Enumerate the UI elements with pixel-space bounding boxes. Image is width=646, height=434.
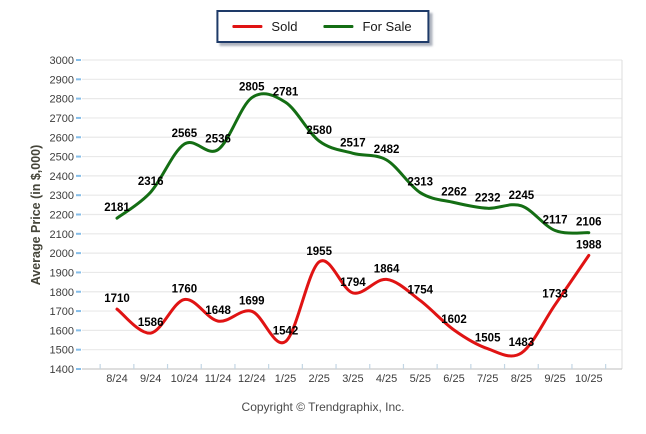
data-label: 2117 [543, 215, 568, 227]
data-label: 1505 [475, 333, 501, 345]
data-label: 2316 [138, 176, 164, 188]
for-sale-line [117, 94, 589, 233]
x-tick-label: 4/25 [376, 373, 397, 385]
data-label: 1733 [542, 289, 568, 301]
x-tick-label: 8/24 [106, 373, 127, 385]
x-tick-label: 2/25 [308, 373, 329, 385]
data-label: 1542 [273, 326, 299, 338]
data-label: 1710 [104, 293, 130, 305]
y-tick-label: 1400 [50, 364, 74, 376]
legend-label-for-sale: For Sale [362, 19, 411, 34]
y-tick-label: 2000 [50, 248, 74, 260]
data-label: 2106 [576, 217, 602, 229]
sold-line-swatch [232, 25, 262, 28]
legend-item-sold: Sold [232, 19, 297, 34]
legend-item-for-sale: For Sale [323, 19, 411, 34]
y-tick-label: 2300 [50, 190, 74, 202]
x-tick-label: 10/25 [575, 373, 603, 385]
chart-legend: Sold For Sale [216, 10, 429, 43]
x-tick-label: 9/25 [544, 373, 565, 385]
x-tick-label: 1/25 [275, 373, 296, 385]
y-tick-label: 2400 [50, 171, 74, 183]
x-tick-label: 7/25 [477, 373, 498, 385]
data-label: 1760 [172, 283, 198, 295]
y-tick-label: 1700 [50, 306, 74, 318]
data-label: 2245 [509, 190, 535, 202]
data-label: 1699 [239, 295, 265, 307]
data-label: 1754 [408, 285, 434, 297]
legend-label-sold: Sold [271, 19, 297, 34]
data-label: 2565 [172, 128, 198, 140]
data-label: 1586 [138, 317, 164, 329]
data-label: 2805 [239, 82, 265, 94]
y-tick-label: 2200 [50, 210, 74, 222]
y-tick-label: 2500 [50, 152, 74, 164]
x-tick-label: 5/25 [410, 373, 431, 385]
y-tick-label: 1500 [50, 345, 74, 357]
y-tick-label: 1900 [50, 267, 74, 279]
data-label: 2781 [273, 86, 299, 98]
data-label: 1648 [205, 305, 231, 317]
data-label: 2181 [104, 202, 130, 214]
y-tick-label: 3000 [50, 55, 74, 67]
y-tick-label: 2900 [50, 74, 74, 86]
y-tick-label: 2100 [50, 229, 74, 241]
data-label: 1602 [441, 314, 467, 326]
data-label: 1864 [374, 263, 400, 275]
y-tick-label: 2700 [50, 113, 74, 125]
data-label: 1483 [509, 337, 535, 349]
data-label: 2232 [475, 192, 501, 204]
data-label: 1955 [306, 246, 332, 258]
data-label: 1794 [340, 277, 366, 289]
x-tick-label: 6/25 [443, 373, 464, 385]
x-tick-label: 11/24 [205, 373, 232, 385]
x-tick-label: 12/24 [238, 373, 266, 385]
y-axis-title: Average Price (in $,000) [29, 145, 43, 286]
x-tick-label: 9/24 [140, 373, 161, 385]
report-page: Sold For Sale 1400 1500 1600 1700 1800 1900 20… [0, 0, 646, 434]
data-label: 2482 [374, 144, 400, 156]
data-label: 2580 [306, 125, 332, 137]
data-label: 2262 [441, 187, 467, 199]
data-label: 2536 [205, 134, 231, 146]
data-label: 2517 [340, 137, 366, 149]
price-line-chart: 1400 1500 1600 1700 1800 1900 2000 2100 2200 2300… [0, 0, 646, 434]
y-tick-label: 2600 [50, 132, 74, 144]
for-sale-line-swatch [323, 25, 353, 28]
x-tick-label: 10/24 [171, 373, 199, 385]
x-tick-label: 8/25 [511, 373, 532, 385]
y-tick-label: 1800 [50, 287, 74, 299]
x-tick-label: 3/25 [342, 373, 363, 385]
copyright-text: Copyright © Trendgraphix, Inc. [0, 400, 646, 414]
data-label: 1988 [576, 239, 602, 251]
data-label: 2313 [408, 177, 434, 189]
y-tick-label: 2800 [50, 94, 74, 106]
y-tick-label: 1600 [50, 325, 74, 337]
